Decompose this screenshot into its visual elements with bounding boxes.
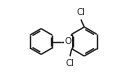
Text: O: O	[65, 37, 72, 46]
Text: Cl: Cl	[76, 8, 85, 17]
Text: Cl: Cl	[65, 59, 74, 68]
